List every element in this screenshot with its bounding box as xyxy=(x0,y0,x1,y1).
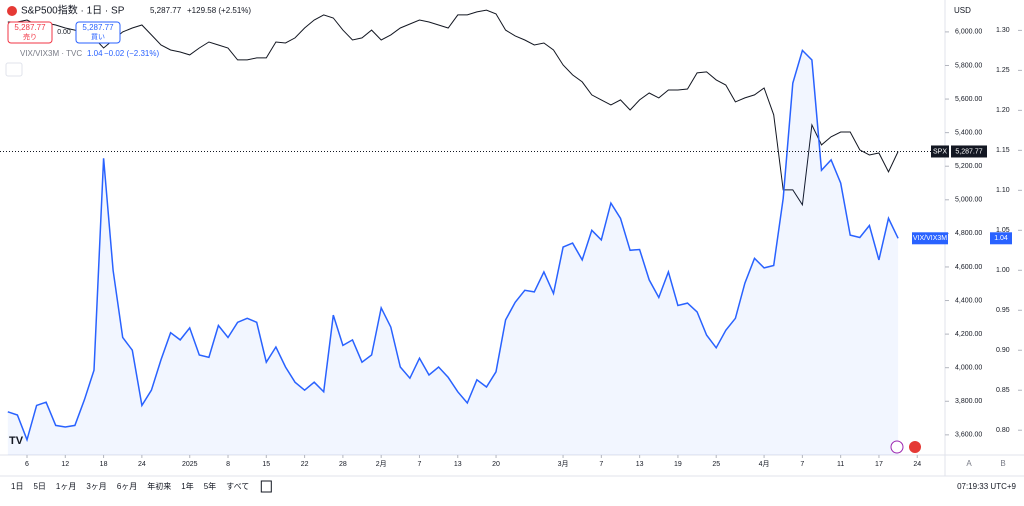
range-button[interactable]: 5年 xyxy=(204,481,216,491)
compare-last: 1.04 xyxy=(87,49,103,58)
clock: 07:19:33 UTC+9 xyxy=(957,482,1016,491)
vix-tag: 1.04 xyxy=(994,235,1008,242)
x-tick-label: 7 xyxy=(800,461,804,468)
symbol: S&P500指数 · 1日 · SP xyxy=(21,4,125,17)
x-tick-label: 11 xyxy=(837,461,844,468)
event-icon xyxy=(890,440,904,454)
logo: TV xyxy=(9,435,24,447)
x-tick-label: 2月 xyxy=(376,460,387,468)
date-picker-button[interactable] xyxy=(260,480,272,493)
x-tick-label: 13 xyxy=(454,461,462,468)
x-tick-label: 20 xyxy=(492,461,500,468)
buy-button[interactable] xyxy=(75,21,121,44)
y-tick-label: 5,600.00 xyxy=(955,96,982,103)
x-tick-label: 4月 xyxy=(759,460,770,468)
range-button[interactable]: 1年 xyxy=(181,481,193,491)
x-tick-label: 25 xyxy=(712,461,720,468)
x-tick-label: 15 xyxy=(262,461,270,468)
y2-tick-label: 1.30 xyxy=(996,27,1010,34)
y-tick-label: 4,400.00 xyxy=(955,297,982,304)
x-tick-label: 3月 xyxy=(558,460,569,468)
y-tick-label: 3,600.00 xyxy=(955,432,982,439)
range-button[interactable]: 1日 xyxy=(11,482,23,491)
symbol-icon xyxy=(7,6,17,16)
auto-button[interactable]: A xyxy=(966,459,972,468)
y-tick-label: 4,800.00 xyxy=(955,230,982,237)
compare-change: −0.02 (−2.31%) xyxy=(104,49,159,58)
collapse-button[interactable] xyxy=(5,62,23,77)
spx-tag-name: SPX xyxy=(933,148,947,155)
x-tick-label: 8 xyxy=(226,461,230,468)
vix-tag-bg xyxy=(990,232,1012,245)
area-fill xyxy=(7,50,899,456)
last-price: 5,287.77 xyxy=(150,6,182,15)
range-button[interactable]: 5日 xyxy=(33,482,45,491)
x-tick-label: 17 xyxy=(875,461,883,468)
vix-tag-name-bg xyxy=(912,232,948,245)
x-tick-label: 7 xyxy=(599,461,603,468)
plot xyxy=(7,9,899,456)
spx-tag: 5,287.77 xyxy=(955,148,982,155)
y-tick-label: 6,000.00 xyxy=(955,29,982,36)
y2-tick-label: 1.05 xyxy=(996,227,1010,234)
spx-tag-bg xyxy=(951,145,987,158)
y2-tick-label: 0.85 xyxy=(996,387,1010,394)
range-button[interactable]: 1ヶ月 xyxy=(56,482,76,491)
buy-price: 5,287.77 xyxy=(82,23,114,32)
y2-tick-label: 1.25 xyxy=(996,67,1010,74)
change: +129.58 (+2.51%) xyxy=(187,6,251,15)
x-tick-label: 12 xyxy=(61,461,69,468)
buy-label: 買い xyxy=(91,33,105,41)
compare-symbol: VIX/VIX3M · TVC xyxy=(20,49,82,58)
toolbar: 1日 5日 1ヶ月 3ヶ月 6ヶ月 年初来 1年 5年 すべて xyxy=(11,480,272,493)
x-tick-label: 2025 xyxy=(182,461,198,468)
y-tick-label: 5,400.00 xyxy=(955,129,982,136)
range-button[interactable]: すべて xyxy=(226,482,249,491)
sell-label: 売り xyxy=(23,32,37,41)
x-tick-label: 24 xyxy=(913,461,921,468)
y-tick-label: 4,200.00 xyxy=(955,331,982,338)
y2-tick-label: 1.00 xyxy=(996,267,1010,274)
y-tick-label: 4,000.00 xyxy=(955,365,982,372)
y2-tick-label: 0.95 xyxy=(996,307,1010,314)
spx-tag-name-bg xyxy=(931,145,949,158)
range-button[interactable]: 年初来 xyxy=(147,481,171,491)
y2-tick-label: 1.20 xyxy=(996,107,1010,114)
series-line xyxy=(7,48,899,443)
y2-tick-label: 1.10 xyxy=(996,187,1010,194)
sell-price: 5,287.77 xyxy=(14,23,46,32)
y2-tick-label: 0.90 xyxy=(996,347,1010,354)
y-tick-label: 3,800.00 xyxy=(955,398,982,405)
y2-tick-label: 1.15 xyxy=(996,147,1010,154)
y-tick-label: 5,000.00 xyxy=(955,197,982,204)
flag-icon xyxy=(909,441,921,453)
x-tick-label: 22 xyxy=(301,461,309,468)
x-tick-label: 18 xyxy=(100,461,108,468)
x-tick-label: 28 xyxy=(339,461,347,468)
x-tick-label: 13 xyxy=(636,461,644,468)
spread: 0.00 xyxy=(57,29,71,36)
range-button[interactable]: 6ヶ月 xyxy=(117,482,137,491)
y-tick-label: 5,800.00 xyxy=(955,62,982,69)
vix-tag-name: VIX/VIX3M xyxy=(913,235,947,242)
series-line xyxy=(7,9,899,207)
y-tick-label: 5,200.00 xyxy=(955,163,982,170)
range-button[interactable]: 3ヶ月 xyxy=(86,482,106,491)
sell-button[interactable] xyxy=(7,21,53,44)
y2-tick-label: 0.80 xyxy=(996,427,1010,434)
currency: USD xyxy=(954,6,971,15)
x-tick-label: 6 xyxy=(25,461,29,468)
x-tick-label: 24 xyxy=(138,461,146,468)
x-tick-label: 7 xyxy=(418,461,422,468)
y-tick-label: 4,600.00 xyxy=(955,264,982,271)
x-tick-label: 19 xyxy=(674,461,682,468)
log-button[interactable]: B xyxy=(1000,459,1005,468)
